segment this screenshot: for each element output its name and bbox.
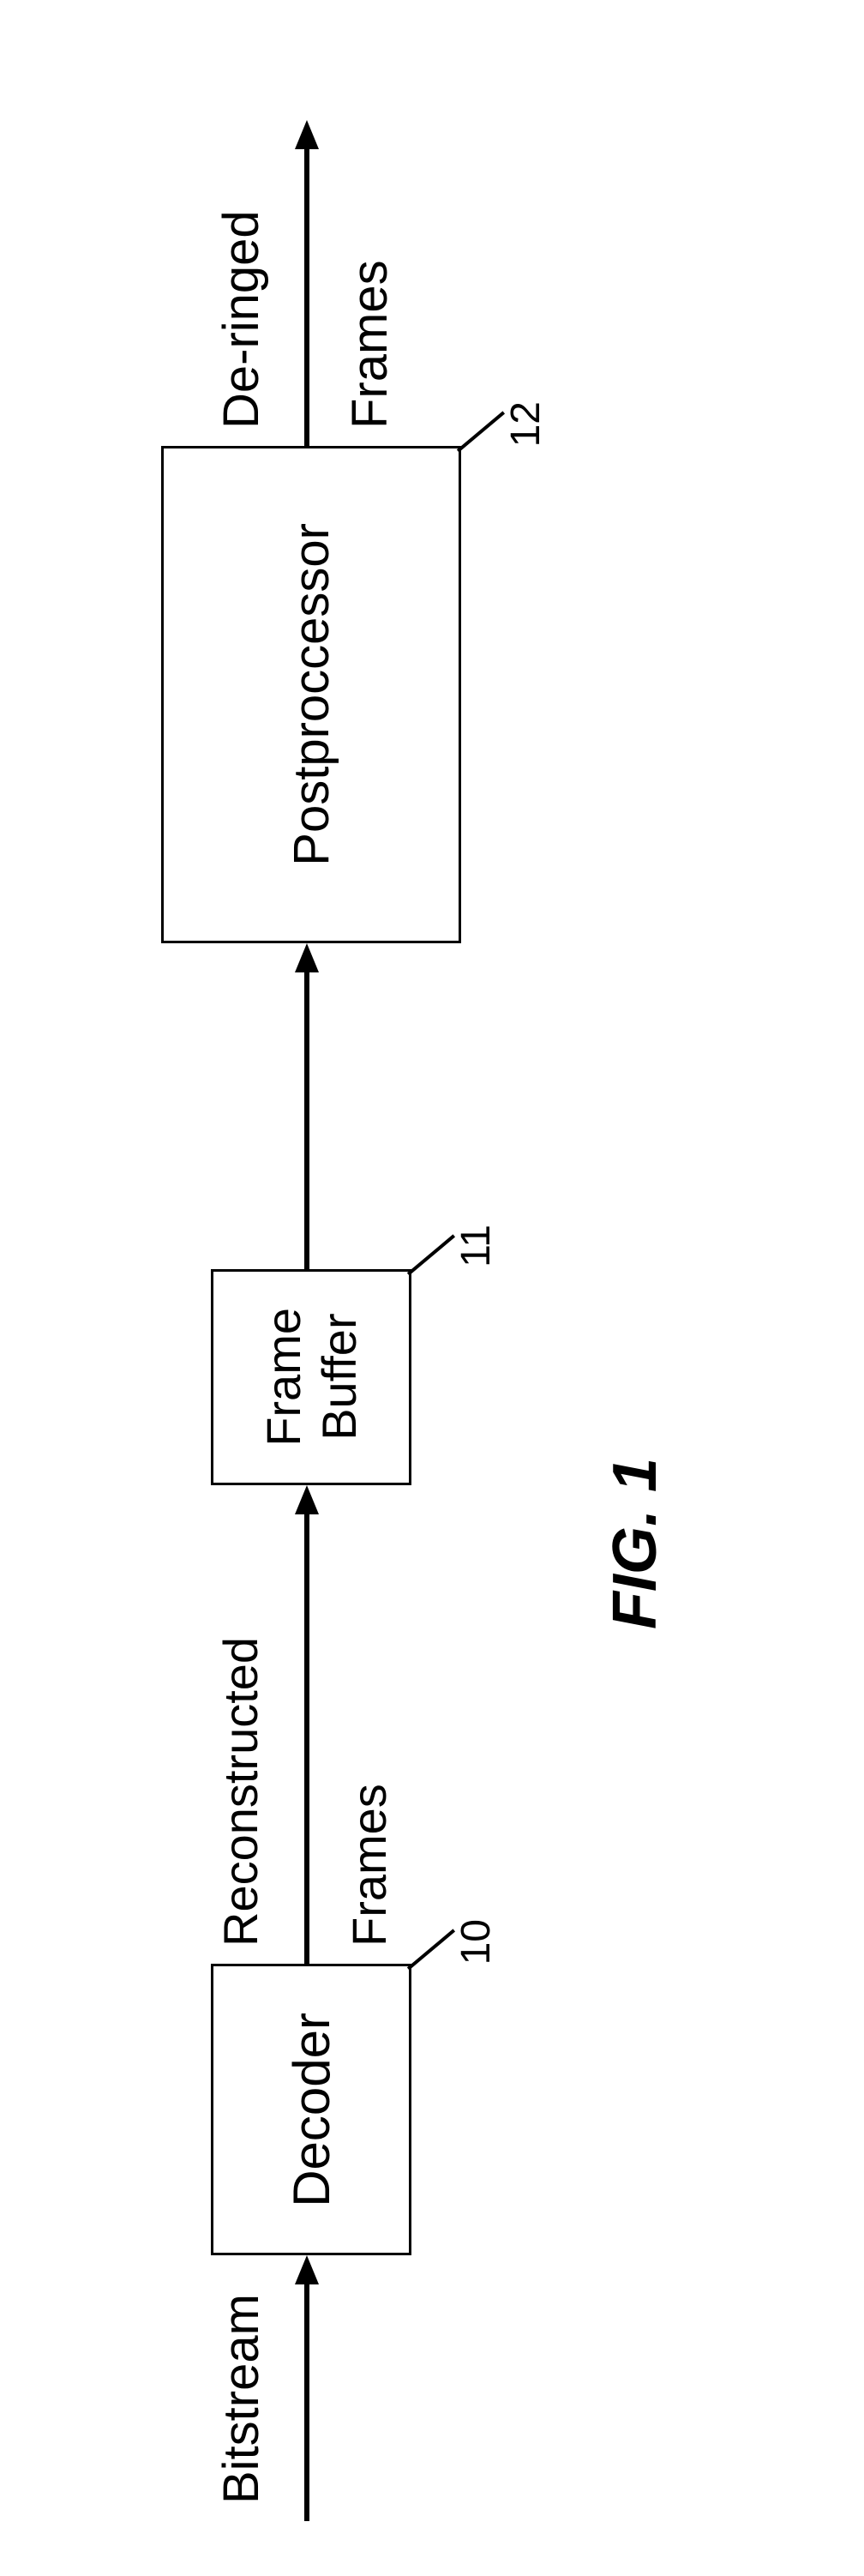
- arrow-bitstream-label: Bitstream: [213, 2272, 270, 2504]
- frame-buffer-block: Frame Buffer: [211, 1269, 411, 1485]
- arrow-out-label-right: Frames: [341, 137, 399, 429]
- arrow-dec-fb-head: [295, 1485, 319, 1514]
- arrow-fb-pp-head: [295, 943, 319, 972]
- frame-buffer-label: Frame Buffer: [255, 1308, 367, 1447]
- postprocessor-ref-tick: [457, 411, 505, 452]
- frame-buffer-ref-tick: [407, 1234, 455, 1275]
- arrow-out-head: [295, 120, 319, 149]
- postprocessor-block: Postproccessor: [161, 446, 461, 943]
- figure-canvas: Decoder 10 Frame Buffer 11 Postproccesso…: [0, 0, 864, 2576]
- postprocessor-ref: 12: [502, 401, 549, 447]
- decoder-block: Decoder: [211, 1964, 411, 2255]
- decoder-label: Decoder: [282, 2013, 341, 2207]
- postprocessor-label: Postproccessor: [283, 523, 340, 866]
- figure-caption: FIG. 1: [600, 1458, 670, 1629]
- arrow-dec-fb-label-left: Reconstructed: [213, 1502, 268, 1947]
- arrow-bitstream-head: [295, 2255, 319, 2284]
- arrow-dec-fb-line: [304, 1514, 309, 1964]
- frame-buffer-ref: 11: [453, 1225, 500, 1267]
- arrow-dec-fb-label-right: Frames: [341, 1502, 397, 1947]
- arrow-fb-pp-line: [304, 972, 309, 1269]
- decoder-ref: 10: [453, 1919, 500, 1965]
- arrow-bitstream-line: [304, 2284, 309, 2521]
- decoder-ref-tick: [407, 1929, 455, 1970]
- arrow-out-line: [304, 149, 309, 446]
- arrow-out-label-left: De-ringed: [213, 137, 270, 429]
